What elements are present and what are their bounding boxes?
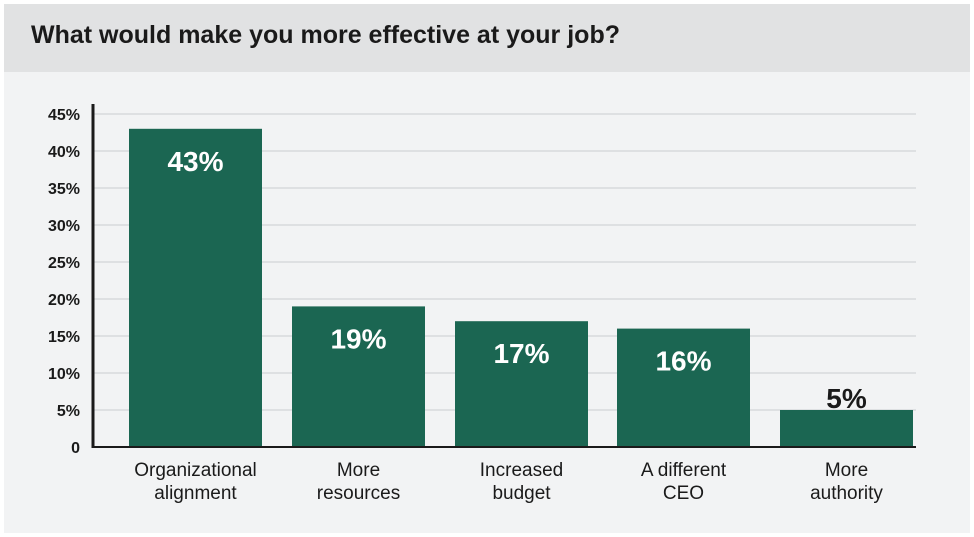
y-tick-label: 20% (48, 292, 80, 309)
bar (129, 128, 262, 448)
y-tick-label: 35% (48, 181, 80, 198)
data-label: 16% (655, 346, 711, 377)
y-tick-label: 25% (48, 255, 80, 272)
x-tick-label: authority (810, 483, 883, 504)
y-tick-label: 40% (48, 144, 80, 161)
bar (617, 328, 750, 447)
y-tick-label: 45% (48, 107, 80, 124)
x-tick-label: budget (492, 483, 551, 504)
x-tick-label: More (337, 460, 380, 481)
data-label: 43% (167, 146, 223, 177)
data-label: 17% (493, 338, 549, 369)
y-tick-label: 0 (71, 440, 80, 457)
y-tick-label: 5% (57, 403, 80, 420)
x-tick-label: More (825, 460, 868, 481)
x-tick-label: alignment (154, 483, 237, 504)
y-tick-label: 15% (48, 329, 80, 346)
x-tick-label: A different (641, 460, 727, 481)
data-label: 5% (826, 383, 867, 414)
chart-title: What would make you more effective at yo… (31, 21, 620, 49)
bar (455, 321, 588, 447)
x-tick-label: resources (317, 483, 400, 504)
x-tick-label: Organizational (134, 460, 257, 481)
chart-header: What would make you more effective at yo… (4, 4, 970, 72)
x-tick-label: Increased (480, 460, 563, 481)
x-tick-label: CEO (663, 483, 704, 504)
y-tick-label: 30% (48, 218, 80, 235)
bar (780, 410, 913, 447)
data-label: 19% (330, 323, 386, 354)
y-tick-label: 10% (48, 366, 80, 383)
bar (292, 306, 425, 447)
